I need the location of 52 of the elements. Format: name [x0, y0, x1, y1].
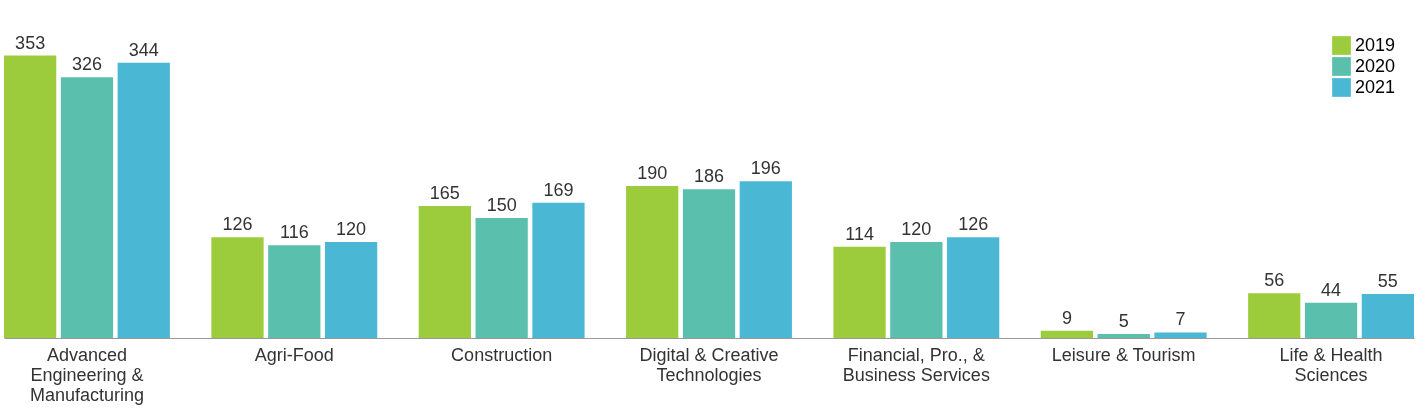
bar — [324, 242, 378, 338]
data-label: 353 — [15, 32, 46, 53]
x-tick-label: Agri-Food — [254, 344, 334, 365]
data-label: 120 — [901, 219, 932, 239]
data-label: 55 — [1377, 271, 1398, 291]
bar — [1248, 293, 1301, 338]
bar — [1097, 334, 1150, 338]
data-label: 326 — [71, 54, 102, 75]
data-label: 9 — [1061, 307, 1072, 328]
data-label: 196 — [750, 158, 781, 179]
bar — [4, 55, 57, 338]
x-tick-label: Life & Health Sciences — [1279, 344, 1383, 385]
legend-label: 2019 — [1355, 34, 1396, 55]
data-label: 7 — [1175, 309, 1186, 330]
bar — [532, 202, 585, 338]
bar — [947, 237, 1000, 338]
x-tick-label: Advanced Engineering & Manufacturing — [29, 344, 144, 405]
data-label: 150 — [486, 195, 517, 215]
x-tick-label: Construction — [451, 344, 553, 365]
data-label: 165 — [429, 183, 460, 203]
data-label: 190 — [637, 163, 668, 183]
legend-label: 2021 — [1355, 76, 1396, 97]
bar — [418, 206, 471, 338]
bar — [1154, 332, 1207, 338]
bar — [60, 77, 114, 338]
data-label: 44 — [1321, 279, 1342, 300]
bar — [1304, 302, 1358, 338]
data-label: 186 — [693, 166, 725, 187]
x-tick-label: Digital & Creative Technologies — [639, 344, 779, 385]
data-label: 114 — [845, 223, 874, 244]
x-tick-label: Leisure & Tourism — [1051, 344, 1196, 365]
data-label: 344 — [128, 39, 159, 60]
data-label: 56 — [1264, 270, 1285, 291]
bar — [1040, 330, 1094, 338]
x-tick-label: Financial, Pro., & Business Services — [842, 344, 990, 385]
bar — [1361, 294, 1414, 338]
data-label: 126 — [958, 214, 989, 235]
data-label: 120 — [336, 219, 367, 239]
data-label: 116 — [279, 222, 309, 243]
bar — [211, 237, 264, 338]
bar — [739, 181, 792, 338]
data-label: 169 — [543, 179, 574, 200]
bar — [117, 62, 170, 338]
bar — [475, 218, 528, 338]
bar — [890, 242, 943, 338]
bar — [682, 189, 736, 338]
legend-label: 2020 — [1355, 55, 1396, 76]
bar — [833, 246, 886, 338]
data-label: 126 — [222, 214, 253, 235]
data-label: 5 — [1118, 311, 1129, 331]
bar — [268, 245, 321, 338]
bar — [626, 186, 679, 338]
